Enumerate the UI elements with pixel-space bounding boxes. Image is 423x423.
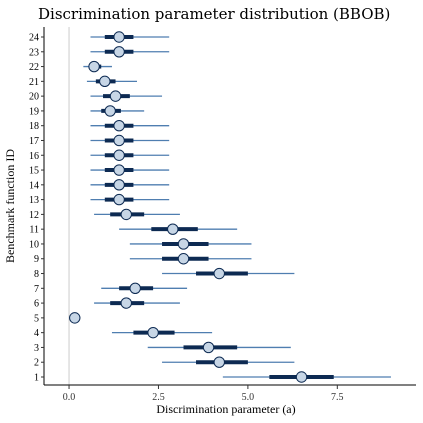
median-point bbox=[213, 356, 225, 368]
interval-marks bbox=[69, 31, 391, 383]
interval-row-23 bbox=[90, 46, 170, 58]
median-point bbox=[113, 164, 125, 176]
x-axis-label: Discrimination parameter (a) bbox=[156, 402, 295, 416]
interval-row-9 bbox=[129, 253, 252, 265]
median-point bbox=[113, 179, 125, 191]
chart-title: Discrimination parameter distribution (B… bbox=[38, 5, 390, 23]
y-tick-label: 3 bbox=[34, 343, 39, 354]
median-point bbox=[69, 312, 81, 324]
y-tick-label: 15 bbox=[29, 166, 39, 177]
y-tick-label: 23 bbox=[29, 47, 39, 58]
y-axis-label: Benchmark function ID bbox=[3, 149, 17, 263]
median-point bbox=[109, 90, 122, 102]
interval-row-10 bbox=[129, 238, 252, 250]
median-point bbox=[113, 119, 125, 132]
median-point bbox=[177, 238, 190, 250]
interval-row-24 bbox=[90, 31, 170, 43]
interval-row-17 bbox=[90, 134, 170, 147]
y-tick-label: 5 bbox=[34, 313, 39, 324]
median-point bbox=[88, 60, 100, 73]
y-tick-label: 11 bbox=[29, 225, 39, 236]
interval-row-21 bbox=[86, 75, 137, 88]
median-point bbox=[147, 326, 159, 339]
y-tick-label: 14 bbox=[29, 180, 39, 191]
interval-row-19 bbox=[90, 105, 145, 117]
interval-row-11 bbox=[119, 223, 238, 235]
interval-row-2 bbox=[162, 356, 295, 368]
y-tick-label: 16 bbox=[29, 151, 39, 162]
interval-row-16 bbox=[90, 149, 170, 161]
median-point bbox=[104, 105, 116, 117]
x-ticks: 0.0 2.5 5.0 7.5 bbox=[63, 385, 344, 403]
interval-row-1 bbox=[222, 371, 391, 383]
median-point bbox=[113, 134, 125, 147]
interval-row-13 bbox=[90, 193, 170, 206]
y-tick-label: 21 bbox=[29, 77, 39, 88]
x-tick-label: 5.0 bbox=[242, 392, 255, 403]
median-point bbox=[113, 193, 125, 206]
median-point bbox=[202, 341, 215, 354]
y-tick-label: 2 bbox=[34, 358, 39, 369]
interval-row-7 bbox=[101, 282, 188, 295]
y-tick-label: 20 bbox=[29, 92, 39, 103]
median-point bbox=[177, 253, 190, 265]
plot-area bbox=[68, 27, 391, 385]
x-tick-label: 7.5 bbox=[331, 392, 344, 403]
median-point bbox=[113, 46, 125, 58]
y-tick-label: 17 bbox=[29, 136, 39, 147]
median-point bbox=[120, 208, 132, 221]
y-tick-label: 10 bbox=[29, 239, 39, 250]
y-tick-label: 7 bbox=[34, 284, 39, 295]
y-tick-label: 22 bbox=[29, 62, 39, 73]
median-point bbox=[113, 149, 125, 161]
interval-row-12 bbox=[94, 208, 180, 221]
y-tick-label: 19 bbox=[29, 106, 39, 117]
median-point bbox=[129, 282, 141, 295]
interval-row-8 bbox=[162, 267, 295, 280]
interval-row-5 bbox=[69, 312, 81, 324]
interval-row-3 bbox=[147, 341, 291, 354]
y-tick-label: 13 bbox=[29, 195, 39, 206]
y-tick-label: 1 bbox=[34, 373, 39, 384]
y-tick-label: 24 bbox=[29, 33, 39, 44]
median-point bbox=[99, 75, 111, 88]
x-tick-label: 0.0 bbox=[63, 392, 76, 403]
interval-row-6 bbox=[94, 297, 180, 309]
interval-row-18 bbox=[90, 119, 170, 132]
interval-row-22 bbox=[83, 60, 112, 73]
median-point bbox=[295, 371, 308, 383]
median-point bbox=[213, 267, 225, 280]
median-point bbox=[113, 31, 125, 43]
y-tick-label: 8 bbox=[34, 269, 39, 280]
median-point bbox=[167, 223, 179, 235]
y-tick-label: 6 bbox=[34, 299, 39, 310]
y-tick-label: 4 bbox=[34, 328, 39, 339]
interval-row-15 bbox=[90, 164, 170, 176]
interval-row-14 bbox=[90, 179, 170, 191]
x-tick-label: 2.5 bbox=[152, 392, 165, 403]
interval-row-4 bbox=[111, 326, 213, 339]
y-tick-label: 12 bbox=[29, 210, 39, 221]
interval-row-20 bbox=[90, 90, 163, 102]
y-tick-label: 18 bbox=[29, 121, 39, 132]
median-point bbox=[120, 297, 132, 309]
y-tick-label: 9 bbox=[34, 254, 39, 265]
